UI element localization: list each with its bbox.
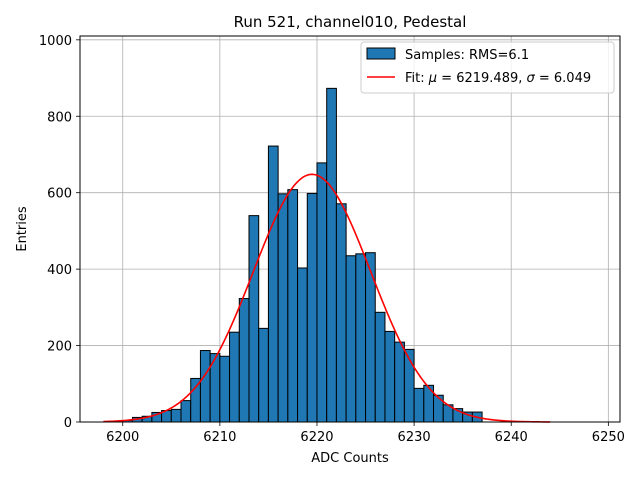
legend-bar-swatch <box>366 47 396 60</box>
plot-frame <box>79 35 621 423</box>
fit-curve-group <box>103 173 551 423</box>
histogram-bar <box>355 253 367 423</box>
x-tick-label: 6210 <box>203 430 236 445</box>
legend-fit-sigma-value: = 6.049 <box>535 71 591 86</box>
histogram-bar <box>248 215 260 423</box>
histogram-bar <box>219 355 231 423</box>
x-tick-label: 6240 <box>495 430 528 445</box>
legend-box <box>360 41 615 94</box>
histogram-bar <box>277 193 289 423</box>
y-tick-label: 800 <box>47 110 72 125</box>
histogram-bar <box>199 350 211 423</box>
histogram-bar <box>326 87 337 423</box>
histogram-bar <box>413 387 425 423</box>
legend-samples-label: Samples: RMS=6.1 <box>405 48 529 63</box>
histogram-bar <box>306 192 318 423</box>
histogram-bar <box>345 255 357 423</box>
histogram-bar <box>433 394 444 423</box>
x-tick-label: 6200 <box>106 430 139 445</box>
histogram-bar <box>190 377 201 423</box>
histogram-bars <box>122 87 483 423</box>
histogram-bar <box>258 327 269 423</box>
histogram-bar <box>180 400 192 423</box>
x-tick-label: 6220 <box>300 430 333 445</box>
legend: Samples: RMS=6.1 Fit: μ = 6219.489, σ = … <box>360 41 615 94</box>
histogram-bar <box>394 341 405 423</box>
histogram-bar <box>297 267 308 423</box>
histogram-bar <box>316 162 328 423</box>
x-tick-label: 6230 <box>398 430 431 445</box>
legend-fit-sigma-symbol: σ <box>527 71 536 86</box>
legend-fit-mu-symbol: μ <box>428 71 437 86</box>
y-axis-ticks: 0 200 400 600 800 1000 <box>39 34 80 431</box>
histogram-bar <box>170 408 182 423</box>
y-tick-label: 1000 <box>39 34 72 49</box>
y-tick-label: 400 <box>47 263 72 278</box>
y-axis-label: Entries <box>15 206 30 252</box>
histogram-bar <box>374 311 386 423</box>
histogram-bar <box>238 298 250 423</box>
histogram-bar <box>335 203 347 423</box>
fit-curve <box>103 173 551 423</box>
x-axis-label: ADC Counts <box>311 451 389 466</box>
x-axis-ticks: 6200 6210 6220 6230 6240 6250 <box>106 422 625 445</box>
y-tick-label: 600 <box>47 187 72 202</box>
histogram-bar <box>267 145 279 423</box>
chart-title: Run 521, channel010, Pedestal <box>234 13 467 31</box>
histogram-bar <box>287 189 299 423</box>
x-tick-label: 6250 <box>592 430 625 445</box>
legend-fit-mu-value: = 6219.489, <box>437 71 526 86</box>
histogram-bar <box>384 330 396 423</box>
legend-fit-prefix: Fit: <box>405 71 429 86</box>
legend-fit-label: Fit: μ = 6219.489, σ = 6.049 <box>405 71 591 86</box>
y-tick-label: 200 <box>47 340 72 355</box>
histogram-bar <box>229 331 240 423</box>
y-tick-label: 0 <box>64 416 72 431</box>
